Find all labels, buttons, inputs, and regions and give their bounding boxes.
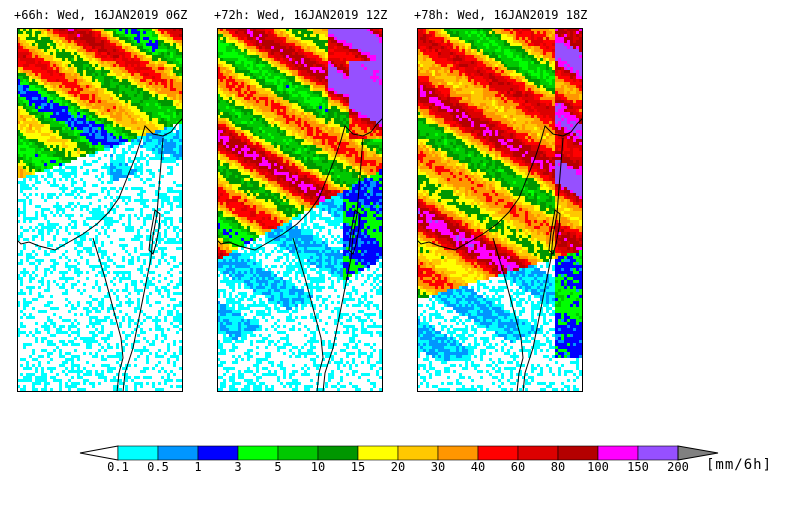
panel-title-3: +78h: Wed, 16JAN2019 18Z xyxy=(414,8,588,22)
colorbar-box-9 xyxy=(437,445,479,461)
precip-map-panel-3 xyxy=(417,28,583,392)
colorbar-tick-label: 30 xyxy=(430,460,446,474)
colorbar-tick-label: 0.5 xyxy=(147,460,169,474)
precip-map-panel-2 xyxy=(217,28,383,392)
colorbar-box-3 xyxy=(197,445,239,461)
colorbar-box-1 xyxy=(117,445,159,461)
colorbar-box-12 xyxy=(557,445,599,461)
precip-field-3 xyxy=(417,28,583,392)
colorbar-box-4 xyxy=(237,445,279,461)
coastline-border-1 xyxy=(17,117,183,392)
coastline-border-3 xyxy=(417,117,583,392)
colorbar-tick-label: 5 xyxy=(274,460,282,474)
colorbar-tick-label: 40 xyxy=(470,460,486,474)
colorbar-tick-label: 10 xyxy=(310,460,326,474)
colorbar-tick-label: 0.1 xyxy=(107,460,129,474)
colorbar-box-11 xyxy=(517,445,559,461)
colorbar-unit-label: [mm/6h] xyxy=(706,457,773,473)
precip-field-2 xyxy=(217,28,383,392)
colorbar-tick-label: 20 xyxy=(390,460,406,474)
precip-field-1 xyxy=(17,28,183,392)
colorbar-box-2 xyxy=(157,445,199,461)
colorbar-tick-label: 200 xyxy=(667,460,689,474)
coastline-border-2 xyxy=(217,117,383,392)
colorbar-tick-label: 150 xyxy=(627,460,649,474)
colorbar-box-14 xyxy=(637,445,679,461)
colorbar-box-5 xyxy=(277,445,319,461)
colorbar-tick-label: 15 xyxy=(350,460,366,474)
colorbar-tick-label: 1 xyxy=(194,460,202,474)
colorbar-box-13 xyxy=(597,445,639,461)
colorbar-over-arrow xyxy=(677,445,719,461)
colorbar-box-7 xyxy=(357,445,399,461)
colorbar-tick-label: 100 xyxy=(587,460,609,474)
panel-title-2: +72h: Wed, 16JAN2019 12Z xyxy=(214,8,388,22)
colorbar-box-8 xyxy=(397,445,439,461)
panel-title-1: +66h: Wed, 16JAN2019 06Z xyxy=(14,8,188,22)
colorbar-box-6 xyxy=(317,445,359,461)
colorbar-tick-label: 3 xyxy=(234,460,242,474)
colorbar-under-arrow xyxy=(79,445,119,461)
precip-map-panel-1 xyxy=(17,28,183,392)
colorbar-box-10 xyxy=(477,445,519,461)
colorbar-tick-label: 60 xyxy=(510,460,526,474)
colorbar-tick-label: 80 xyxy=(550,460,566,474)
